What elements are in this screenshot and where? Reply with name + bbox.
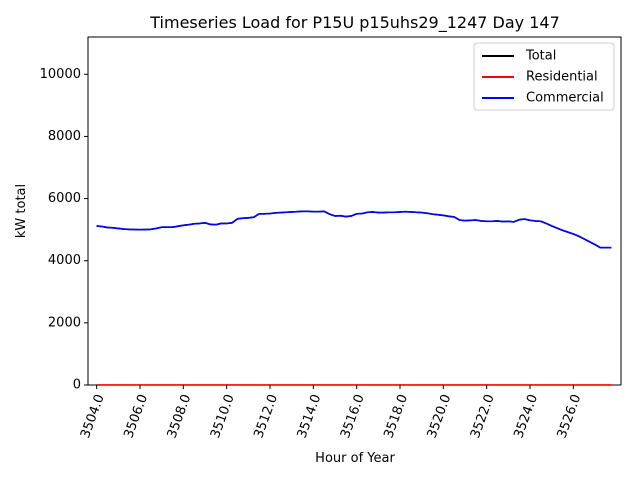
x-tick-label: 3514.0	[295, 392, 325, 440]
y-axis: 0 2000 4000 6000 8000 10000	[40, 67, 88, 393]
legend-label-residential: Residential	[526, 70, 598, 85]
y-tick-label: 6000	[48, 191, 81, 206]
legend-label-commercial: Commercial	[526, 91, 604, 106]
x-tick-label: 3508.0	[165, 392, 195, 440]
x-axis: 3504.0 3506.0 3508.0 3510.0 3512.0 3514.0 3516…	[78, 385, 584, 440]
series-line-total	[96, 210, 612, 249]
y-tick-label: 8000	[48, 129, 81, 144]
y-tick-label: 0	[73, 378, 81, 393]
x-tick-label: 3506.0	[121, 392, 151, 440]
x-tick-label: 3526.0	[555, 392, 585, 440]
x-tick-label: 3512.0	[251, 392, 281, 440]
x-tick-label: 3516.0	[338, 392, 368, 440]
series-line-commercial	[96, 210, 612, 249]
x-tick-label: 3504.0	[78, 392, 108, 440]
legend-label-total: Total	[525, 49, 556, 64]
x-tick-label: 3518.0	[381, 392, 411, 440]
y-tick-label: 4000	[48, 253, 81, 268]
y-axis-label: kW total	[14, 184, 29, 238]
legend-box	[473, 42, 615, 111]
x-axis-label: Hour of Year	[315, 451, 395, 466]
x-tick-label: 3524.0	[511, 392, 541, 440]
x-tick-label: 3510.0	[208, 392, 238, 440]
legend: Total Residential Commercial	[473, 42, 615, 111]
series-layer	[96, 210, 612, 386]
y-tick-label: 10000	[40, 67, 81, 82]
y-tick-label: 2000	[48, 315, 81, 330]
x-tick-label: 3520.0	[425, 392, 455, 440]
chart-title: Timeseries Load for P15U p15uhs29_1247 D…	[149, 13, 560, 33]
x-tick-label: 3522.0	[468, 392, 498, 440]
